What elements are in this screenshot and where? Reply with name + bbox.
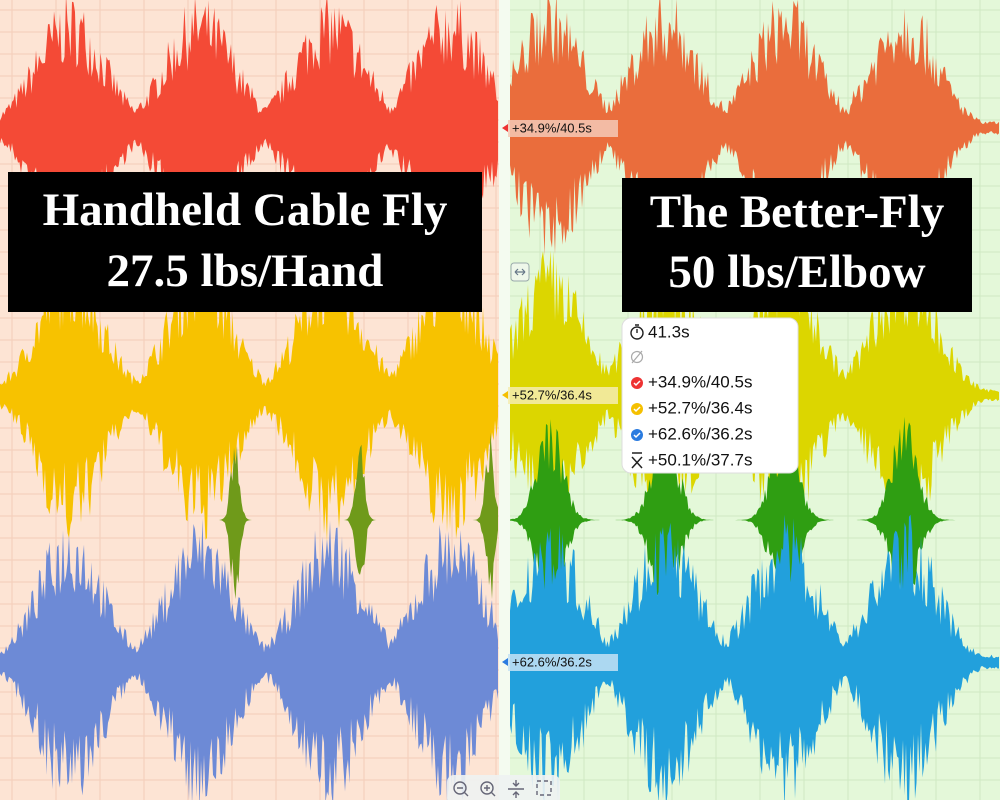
title-line: Handheld Cable Fly [43,184,448,236]
tooltip: 41.3s +34.9%/40.5s +52.7%/36.4s +62.6%/3… [621,317,799,474]
waveform [0,0,498,261]
title-line: The Better-Fly [650,186,945,238]
marker-label: +34.9%/40.5s [512,120,592,135]
expand-button[interactable] [510,262,530,282]
fit-vertical-button[interactable] [508,780,524,798]
title-line: 27.5 lbs/Hand [107,245,384,297]
waveform [510,411,999,630]
divider [499,0,510,800]
waveform [510,514,999,800]
tooltip-row: +52.7%/36.4s [648,398,752,417]
tooltip-time: 41.3s [648,322,690,341]
tooltip-mean: +50.1%/37.7s [648,450,752,469]
marker: +52.7%/36.4s [502,387,618,404]
waveform [510,0,999,267]
tooltip-row: +34.9%/40.5s [648,372,752,391]
waveform [0,245,498,543]
title-line: 50 lbs/Elbow [668,246,925,298]
toolbar [447,775,560,800]
zoom-in-button[interactable] [480,781,496,797]
marker-label: +52.7%/36.4s [512,387,592,402]
tooltip-row: +62.6%/36.2s [648,424,752,443]
marker-label: +62.6%/36.2s [512,654,592,669]
fit-button[interactable] [536,780,552,796]
marker: +62.6%/36.2s [502,654,618,671]
title-box [622,178,972,312]
zoom-out-button[interactable] [453,781,469,797]
waveform [0,518,498,800]
title-box [8,172,482,312]
marker: +34.9%/40.5s [502,120,618,137]
